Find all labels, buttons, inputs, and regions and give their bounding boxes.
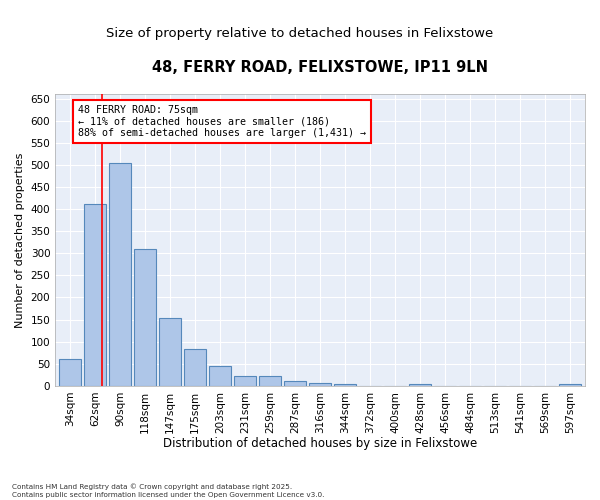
Bar: [309, 383, 331, 386]
Bar: [409, 384, 431, 386]
Bar: [234, 376, 256, 386]
Y-axis label: Number of detached properties: Number of detached properties: [15, 152, 25, 328]
Bar: [259, 376, 281, 386]
Bar: [59, 360, 82, 386]
Bar: [134, 249, 157, 386]
Bar: [559, 384, 581, 386]
Text: Contains HM Land Registry data © Crown copyright and database right 2025.
Contai: Contains HM Land Registry data © Crown c…: [12, 484, 325, 498]
Bar: [184, 349, 206, 386]
Text: Size of property relative to detached houses in Felixstowe: Size of property relative to detached ho…: [106, 28, 494, 40]
Bar: [159, 318, 181, 386]
Text: 48 FERRY ROAD: 75sqm
← 11% of detached houses are smaller (186)
88% of semi-deta: 48 FERRY ROAD: 75sqm ← 11% of detached h…: [77, 106, 365, 138]
Title: 48, FERRY ROAD, FELIXSTOWE, IP11 9LN: 48, FERRY ROAD, FELIXSTOWE, IP11 9LN: [152, 60, 488, 75]
Bar: [84, 204, 106, 386]
Bar: [334, 384, 356, 386]
Bar: [209, 366, 232, 386]
X-axis label: Distribution of detached houses by size in Felixstowe: Distribution of detached houses by size …: [163, 437, 477, 450]
Bar: [284, 382, 307, 386]
Bar: [109, 162, 131, 386]
